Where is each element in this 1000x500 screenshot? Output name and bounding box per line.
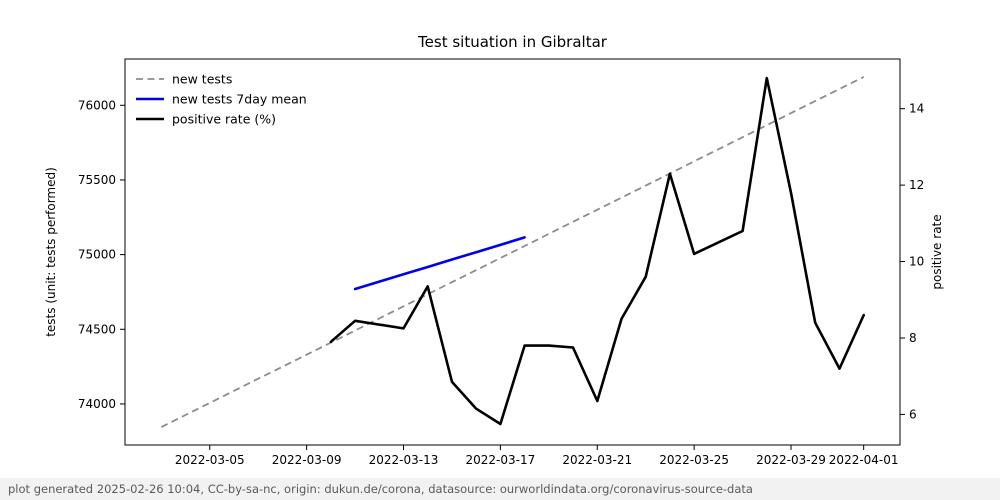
left-y-tick-label: 76000 bbox=[78, 98, 116, 112]
x-tick-label: 2022-03-29 bbox=[756, 453, 826, 467]
left-y-tick-label: 75000 bbox=[78, 248, 116, 262]
x-tick-label: 2022-03-25 bbox=[659, 453, 729, 467]
legend-label-3: positive rate (%) bbox=[172, 112, 276, 127]
x-tick-label: 2022-03-17 bbox=[466, 453, 536, 467]
x-tick-label: 2022-03-21 bbox=[562, 453, 632, 467]
line-chart: 2022-03-05 2022-03-09 2022-03-13 2022-03-17… bbox=[44, 33, 944, 467]
x-tick-label: 2022-03-05 bbox=[175, 453, 245, 467]
right-y-axis-label: positive rate bbox=[930, 214, 944, 289]
chart-title: Test situation in Gibraltar bbox=[417, 33, 608, 51]
left-y-tick-label: 75500 bbox=[78, 173, 116, 187]
series-line-new-tests-7day-mean bbox=[353, 236, 526, 291]
right-y-tick-label: 6 bbox=[909, 407, 917, 421]
plot-attribution-note: plot generated 2025-02-26 10:04, CC-by-s… bbox=[0, 478, 1000, 500]
left-y-tick-label: 74500 bbox=[78, 322, 116, 336]
legend-label-1: new tests bbox=[172, 72, 232, 87]
right-y-tick-label: 12 bbox=[909, 178, 924, 192]
legend-label-2: new tests 7day mean bbox=[172, 92, 307, 107]
series-line-positive-rate bbox=[329, 76, 866, 426]
left-y-axis-label: tests (unit: tests performed) bbox=[44, 167, 58, 337]
x-tick-label: 2022-04-01 bbox=[829, 453, 899, 467]
x-tick-label: 2022-03-13 bbox=[369, 453, 439, 467]
series-line-new-tests bbox=[160, 76, 865, 428]
right-y-tick-label: 8 bbox=[909, 331, 917, 345]
right-y-tick-label: 14 bbox=[909, 102, 924, 116]
plot-frame bbox=[124, 58, 901, 446]
x-tick-label: 2022-03-09 bbox=[272, 453, 342, 467]
left-y-tick-label: 74000 bbox=[78, 397, 116, 411]
right-y-tick-label: 10 bbox=[909, 255, 924, 269]
